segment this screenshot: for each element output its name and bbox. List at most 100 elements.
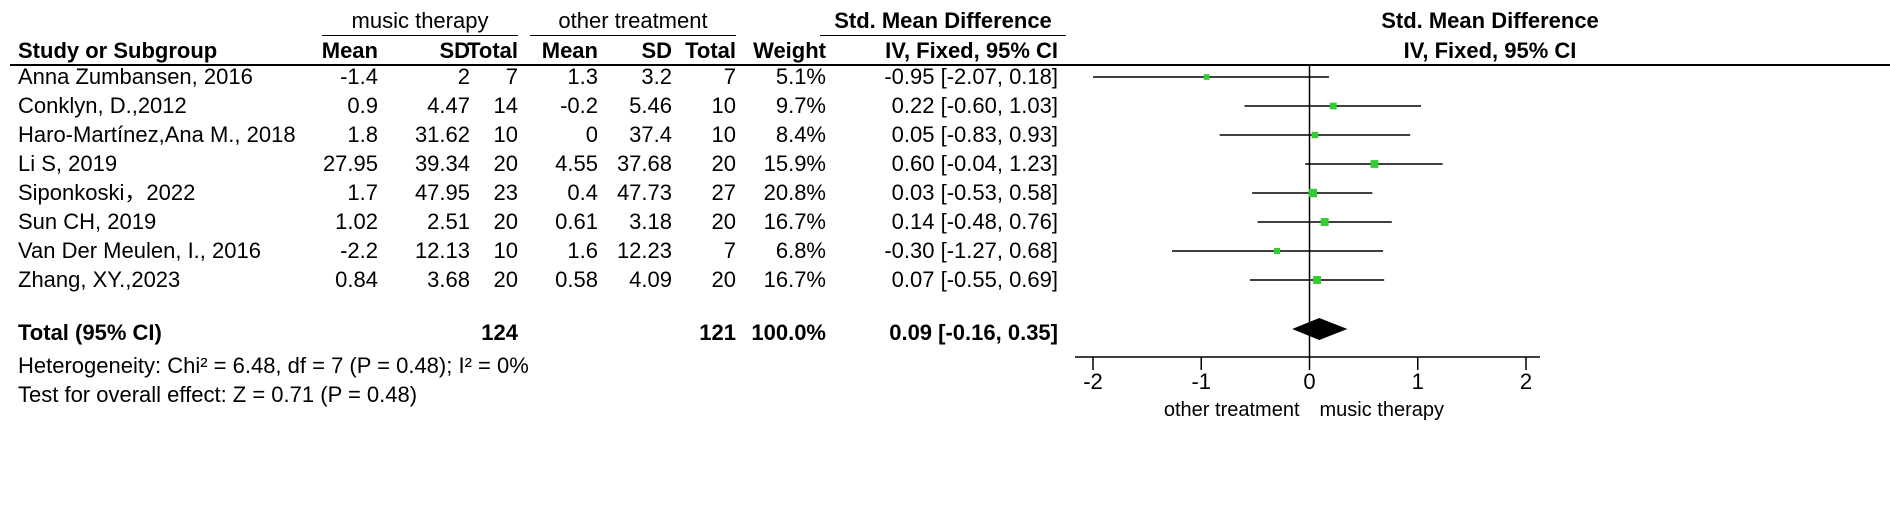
header-rule — [10, 64, 1890, 66]
weight-cell: 20.8% — [763, 180, 826, 205]
col-sd1: SD — [439, 38, 470, 63]
weight-cell: 5.1% — [775, 64, 826, 89]
col-total2: Total — [685, 38, 736, 63]
total2-cell: 10 — [711, 122, 736, 147]
weight-cell: 16.7% — [763, 209, 826, 234]
mean1-cell: 0.84 — [335, 267, 378, 292]
sd1-cell: 39.34 — [414, 151, 470, 176]
sd2-cell: 12.23 — [616, 238, 672, 263]
sd2-cell: 4.09 — [629, 267, 672, 292]
sd2-cell: 5.46 — [629, 93, 672, 118]
effect-cell: 0.05 [-0.83, 0.93] — [891, 122, 1058, 147]
study-name: Conklyn, D.,2012 — [18, 93, 187, 118]
study-name: Anna Zumbansen, 2016 — [18, 64, 253, 89]
total1-cell: 23 — [493, 180, 518, 205]
group1-header: music therapy — [351, 8, 489, 33]
effect-marker — [1370, 160, 1379, 168]
total2-cell: 20 — [711, 209, 736, 234]
sd2-cell: 3.2 — [641, 64, 672, 89]
mean1-cell: 1.7 — [347, 180, 378, 205]
group2-underline — [530, 35, 736, 36]
sd1-cell: 31.62 — [414, 122, 470, 147]
x-tick-label: -2 — [1083, 369, 1103, 394]
weight-cell: 9.7% — [775, 93, 826, 118]
total-weight: 100.0% — [751, 320, 826, 345]
mean1-cell: -2.2 — [340, 238, 378, 263]
effect-cell: 0.60 [-0.04, 1.23] — [891, 151, 1058, 176]
total1-cell: 7 — [505, 64, 518, 89]
overall-effect-text: Test for overall effect: Z = 0.71 (P = 0… — [18, 382, 418, 407]
effect-cell: -0.95 [-2.07, 0.18] — [884, 64, 1058, 89]
sd1-cell: 12.13 — [414, 238, 470, 263]
effect-underline — [820, 35, 1066, 36]
pooled-diamond — [1292, 318, 1348, 340]
mean2-cell: 0 — [585, 122, 598, 147]
sd2-cell: 37.4 — [629, 122, 672, 147]
effect-marker — [1320, 218, 1329, 226]
effect-cell: 0.22 [-0.60, 1.03] — [891, 93, 1058, 118]
col-effect-method: IV, Fixed, 95% CI — [885, 38, 1058, 63]
sd2-cell: 3.18 — [629, 209, 672, 234]
mean2-cell: 1.6 — [567, 238, 598, 263]
x-tick-label: 1 — [1412, 369, 1424, 394]
study-name: Li S, 2019 — [18, 151, 118, 176]
col-sd2: SD — [641, 38, 672, 63]
total1-cell: 10 — [493, 238, 518, 263]
total2-cell: 27 — [711, 180, 736, 205]
favours-left-label: other treatment — [1164, 399, 1300, 421]
total2-cell: 7 — [723, 64, 736, 89]
col-mean1: Mean — [321, 38, 378, 63]
total1-cell: 20 — [493, 209, 518, 234]
sd2-cell: 37.68 — [616, 151, 672, 176]
effect-cell: 0.07 [-0.55, 0.69] — [891, 267, 1058, 292]
total1-cell: 20 — [493, 151, 518, 176]
sd2-cell: 47.73 — [616, 180, 672, 205]
effect-marker — [1313, 276, 1322, 284]
total2-sum: 121 — [699, 320, 736, 345]
plot-method: IV, Fixed, 95% CI — [1403, 38, 1577, 63]
total1-cell: 10 — [493, 122, 518, 147]
mean1-cell: 1.8 — [347, 122, 378, 147]
effect-cell: 0.03 [-0.53, 0.58] — [891, 180, 1058, 205]
sd1-cell: 2 — [457, 64, 470, 89]
group1-underline — [322, 35, 518, 36]
mean1-cell: 1.02 — [335, 209, 378, 234]
study-name: Siponkoski，2022 — [18, 180, 196, 205]
total2-cell: 10 — [711, 93, 736, 118]
mean2-cell: -0.2 — [560, 93, 598, 118]
plot-title: Std. Mean Difference — [1381, 8, 1599, 33]
weight-cell: 8.4% — [775, 122, 826, 147]
col-study: Study or Subgroup — [18, 38, 218, 63]
effect-cell: -0.30 [-1.27, 0.68] — [884, 238, 1058, 263]
effect-cell: 0.14 [-0.48, 0.76] — [891, 209, 1058, 234]
mean2-cell: 0.4 — [567, 180, 598, 205]
effect-marker — [1329, 102, 1337, 110]
heterogeneity-text: Heterogeneity: Chi² = 6.48, df = 7 (P = … — [18, 353, 529, 378]
weight-cell: 15.9% — [763, 151, 826, 176]
study-name: Zhang, XY.,2023 — [18, 267, 181, 292]
mean2-cell: 4.55 — [555, 151, 598, 176]
study-name: Van Der Meulen, I., 2016 — [18, 238, 261, 263]
col-mean2: Mean — [541, 38, 598, 63]
total1-cell: 20 — [493, 267, 518, 292]
mean2-cell: 0.58 — [555, 267, 598, 292]
sd1-cell: 2.51 — [427, 209, 470, 234]
total-effect: 0.09 [-0.16, 0.35] — [889, 320, 1058, 345]
mean2-cell: 1.3 — [567, 64, 598, 89]
group2-header: other treatment — [558, 8, 708, 33]
total2-cell: 7 — [723, 238, 736, 263]
effect-marker — [1203, 74, 1210, 80]
weight-cell: 16.7% — [763, 267, 826, 292]
favours-right-label: music therapy — [1320, 399, 1445, 421]
effect-title: Std. Mean Difference — [834, 8, 1052, 33]
x-tick-label: 2 — [1520, 369, 1532, 394]
col-weight: Weight — [753, 38, 826, 63]
total-label: Total (95% CI) — [18, 320, 162, 345]
total2-cell: 20 — [711, 151, 736, 176]
mean1-cell: 27.95 — [322, 151, 378, 176]
x-tick-label: -1 — [1191, 369, 1211, 394]
col-total1: Total — [467, 38, 518, 63]
sd1-cell: 3.68 — [427, 267, 470, 292]
mean1-cell: -1.4 — [340, 64, 378, 89]
total1-cell: 14 — [493, 93, 518, 118]
